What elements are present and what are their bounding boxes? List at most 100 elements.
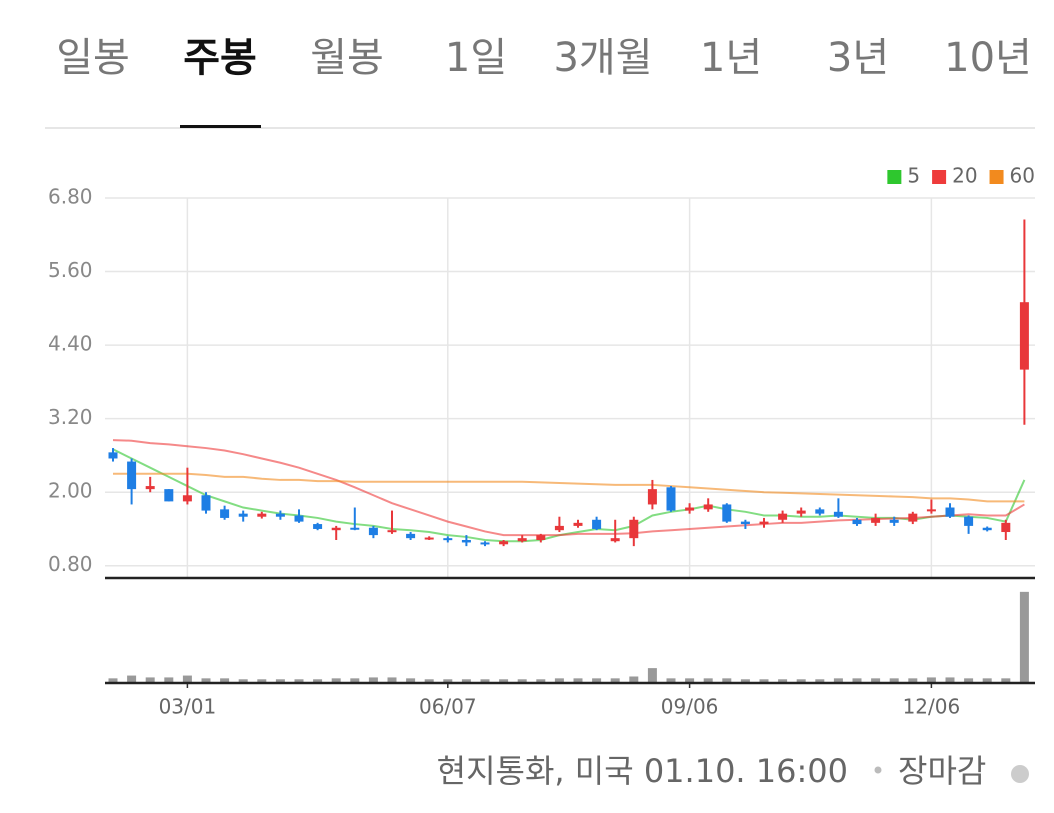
tab[interactable]: 10년 (944, 35, 1032, 81)
volume-bar (573, 678, 583, 683)
candle-body (461, 540, 471, 543)
volume-bar (982, 678, 992, 683)
volume-bar (331, 678, 341, 683)
candle-body (982, 527, 992, 531)
tab[interactable]: 3년 (827, 35, 889, 81)
candle-body (722, 504, 732, 522)
volume-bar (480, 679, 490, 683)
candle-body (201, 495, 211, 511)
candle-body (275, 513, 285, 517)
volume-bar (424, 679, 434, 683)
volume-bar (1019, 591, 1029, 683)
candle-body (1019, 302, 1029, 370)
candle-body (871, 517, 881, 523)
y-tick-label: 2.00 (48, 479, 93, 503)
candle-body (926, 509, 936, 512)
tab[interactable]: 3개월 (553, 35, 652, 81)
x-tick-label: 09/06 (661, 695, 719, 719)
legend-label: 5 (907, 164, 920, 188)
volume-bar (685, 678, 695, 683)
candle-body (536, 535, 546, 540)
candle-body (406, 533, 416, 539)
candle-body (313, 524, 323, 529)
candle-body (368, 527, 378, 536)
candle-body (833, 511, 843, 517)
candle-body (964, 516, 974, 526)
volume-bar (461, 679, 471, 683)
candle-body (1001, 522, 1011, 533)
candle-body (127, 461, 137, 490)
candle-body (666, 487, 676, 511)
volume-bar (629, 676, 639, 683)
footer-text: 현지통화, 미국 01.10. 16:00 (437, 752, 848, 790)
volume-bar (517, 679, 527, 683)
volume-bar (554, 678, 564, 683)
volume-bar (908, 678, 918, 683)
candle-body (220, 509, 230, 518)
volume-bar (108, 678, 118, 683)
volume-bar (871, 678, 881, 683)
volume-bar (182, 675, 192, 683)
candle-body (592, 519, 602, 529)
volume-bar (592, 678, 602, 683)
candle-body (387, 530, 397, 533)
volume-bar (666, 678, 676, 683)
candle-body (573, 522, 583, 526)
chart: 0.80 2.00 3.20 4.40 5.60 6.80 03/01 06/07 09/06 1… (48, 164, 1035, 719)
moving-average-line (112, 448, 1026, 543)
volume-bar (368, 677, 378, 683)
candle-body (238, 513, 248, 517)
legend-label: 20 (952, 164, 977, 188)
volume-bar (257, 679, 267, 683)
candle-body (908, 513, 918, 522)
candle-body (554, 525, 564, 531)
volume-bar (964, 678, 974, 683)
tab[interactable]: 1년 (700, 35, 762, 81)
candle-body (145, 486, 155, 490)
volume-bar (387, 677, 397, 683)
volume-bar (499, 679, 509, 683)
volume-bar (164, 677, 174, 683)
x-tick-label: 06/07 (419, 695, 477, 719)
legend-swatch (932, 170, 947, 184)
volume-bar (201, 678, 211, 683)
volume-bar (313, 679, 323, 683)
volume-bar (759, 679, 769, 683)
tab[interactable]: 일봉 (56, 35, 130, 81)
candle-body (889, 519, 899, 523)
candle-body (815, 509, 825, 514)
legend-swatch (989, 170, 1004, 184)
volume-bar (833, 678, 843, 683)
volume-bar (722, 678, 732, 683)
volume-bar (1001, 678, 1011, 683)
volume-bar (703, 678, 713, 683)
volume-bar (275, 679, 285, 683)
tab[interactable]: 1일 (445, 35, 507, 81)
candle-body (740, 521, 750, 525)
y-tick-label: 0.80 (48, 552, 93, 576)
volume-bar (406, 678, 416, 683)
y-tick-label: 4.40 (48, 332, 93, 356)
candle-body (164, 489, 174, 502)
volume-bar (852, 678, 862, 683)
legend-label: 60 (1010, 164, 1035, 188)
candle-body (480, 542, 490, 545)
tab[interactable]: 주봉 (183, 35, 257, 81)
volume-bar (238, 679, 248, 683)
tab-bar: 일봉 주봉 월봉 1일 3개월 1년 3년 10년 (56, 35, 1032, 128)
candle-body (852, 519, 862, 525)
candle-body (685, 507, 695, 511)
volume-bar (740, 679, 750, 683)
candle-body (759, 521, 769, 525)
volume-bar (127, 675, 137, 683)
candle-body (331, 527, 341, 531)
candle-body (629, 519, 639, 539)
volume-bar (945, 677, 955, 683)
moving-average-line (113, 472, 1025, 503)
candle-body (108, 452, 118, 459)
candle-body (945, 507, 955, 517)
y-tick-label: 3.20 (48, 405, 93, 429)
tab[interactable]: 월봉 (310, 35, 384, 81)
